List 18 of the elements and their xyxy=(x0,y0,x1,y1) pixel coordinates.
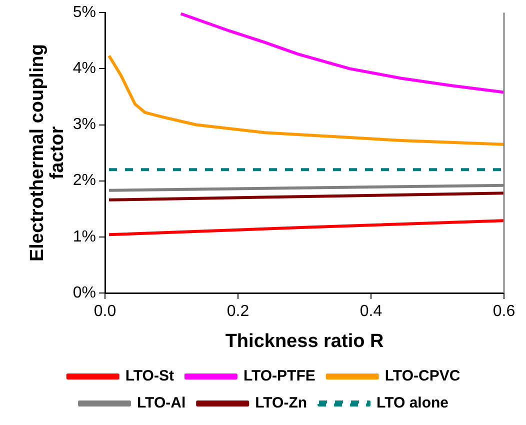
x-tick-label: 0.4 xyxy=(360,303,382,320)
legend-label: LTO-Al xyxy=(137,394,186,412)
legend-label: LTO-PTFE xyxy=(243,368,316,385)
y-tick-label: 5% xyxy=(72,4,96,22)
y-axis-title: Electrothermal coupling factor xyxy=(27,44,68,262)
x-tick-label: 0.6 xyxy=(492,303,516,320)
x-axis-title: Thickness ratio R xyxy=(225,330,384,352)
x-tick-label: 0.0 xyxy=(94,303,116,320)
legend-label: LTO-CPVC xyxy=(384,368,460,385)
legend-label: LTO-St xyxy=(125,368,174,385)
y-tick-label: 1% xyxy=(72,228,96,246)
legend-label: LTO-Zn xyxy=(255,394,308,412)
y-tick-label: 4% xyxy=(72,60,96,78)
y-tick-label: 3% xyxy=(72,116,96,134)
y-tick-label: 0% xyxy=(72,284,96,302)
x-tick-label: 0.2 xyxy=(226,303,250,320)
y-tick-label: 2% xyxy=(72,172,96,190)
legend-label: LTO alone xyxy=(376,394,448,412)
